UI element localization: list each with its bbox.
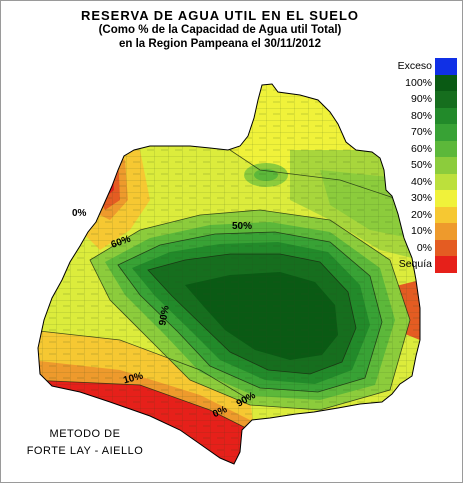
legend-item: 30% [390, 190, 462, 207]
legend-label: 50% [410, 159, 432, 171]
legend-label: Sequía [398, 258, 432, 270]
legend-label: 0% [416, 241, 432, 254]
legend-swatch [435, 157, 457, 174]
legend-item: 70% [390, 124, 462, 141]
title-line-3: en la Region Pampeana el 30/11/2012 [119, 38, 321, 50]
legend-item: Exceso [390, 58, 462, 75]
map-title: RESERVA DE AGUA UTIL EN EL SUELO (Como %… [10, 8, 430, 51]
legend-item: 60% [390, 140, 462, 157]
title-line-2: (Como % de la Capacidad de Agua util Tot… [98, 24, 342, 36]
map-label-10pct: 10% [122, 371, 144, 387]
legend-label: 40% [410, 175, 432, 188]
legend-item: 20% [390, 206, 462, 223]
legend-swatch [435, 107, 457, 124]
legend-swatch [435, 74, 457, 91]
legend-swatch [435, 256, 457, 273]
title-line-1: RESERVA DE AGUA UTIL EN EL SUELO [80, 8, 360, 23]
legend-swatch [435, 206, 457, 223]
legend-label: 60% [410, 142, 432, 155]
legend-item: 40% [390, 173, 462, 190]
legend-item: Sequía [390, 256, 462, 273]
legend-label: 70% [410, 126, 432, 138]
legend-swatch [435, 223, 457, 240]
legend-item: 80% [390, 107, 462, 124]
map-label-50pct: 50% [232, 221, 252, 232]
method-line-2: FORTE LAY - AIELLO [26, 445, 144, 457]
method-line-1: METODO DE [49, 428, 121, 440]
legend-item: 10% [390, 223, 462, 240]
legend-item: 90% [390, 91, 462, 108]
legend-label: 20% [410, 208, 432, 221]
legend-item: 50% [390, 157, 462, 174]
legend-label: 10% [410, 225, 432, 237]
legend-label: 100% [405, 76, 432, 89]
legend-swatch [435, 239, 457, 256]
map-label-0pct-west: 0% [72, 208, 87, 219]
legend-item: 100% [390, 74, 462, 91]
legend-label: 30% [410, 192, 432, 204]
legend-item: 0% [390, 239, 462, 256]
legend-swatch [435, 58, 457, 75]
legend-swatch [435, 190, 457, 207]
legend-swatch [435, 173, 457, 190]
legend-swatch [435, 91, 457, 108]
color-legend: Exceso 100% 90% 80% 70% 60% 50% 40% 30% 20% 10% 0% S… [390, 58, 462, 273]
legend-swatch [435, 140, 457, 157]
legend-swatch [435, 124, 457, 141]
legend-label: 80% [410, 109, 432, 122]
legend-label: Exceso [397, 60, 432, 72]
map-label-90pct-a: 90% [157, 305, 171, 327]
legend-label: 90% [410, 93, 432, 105]
method-credit: METODO DE FORTE LAY - AIELLO [10, 426, 160, 460]
